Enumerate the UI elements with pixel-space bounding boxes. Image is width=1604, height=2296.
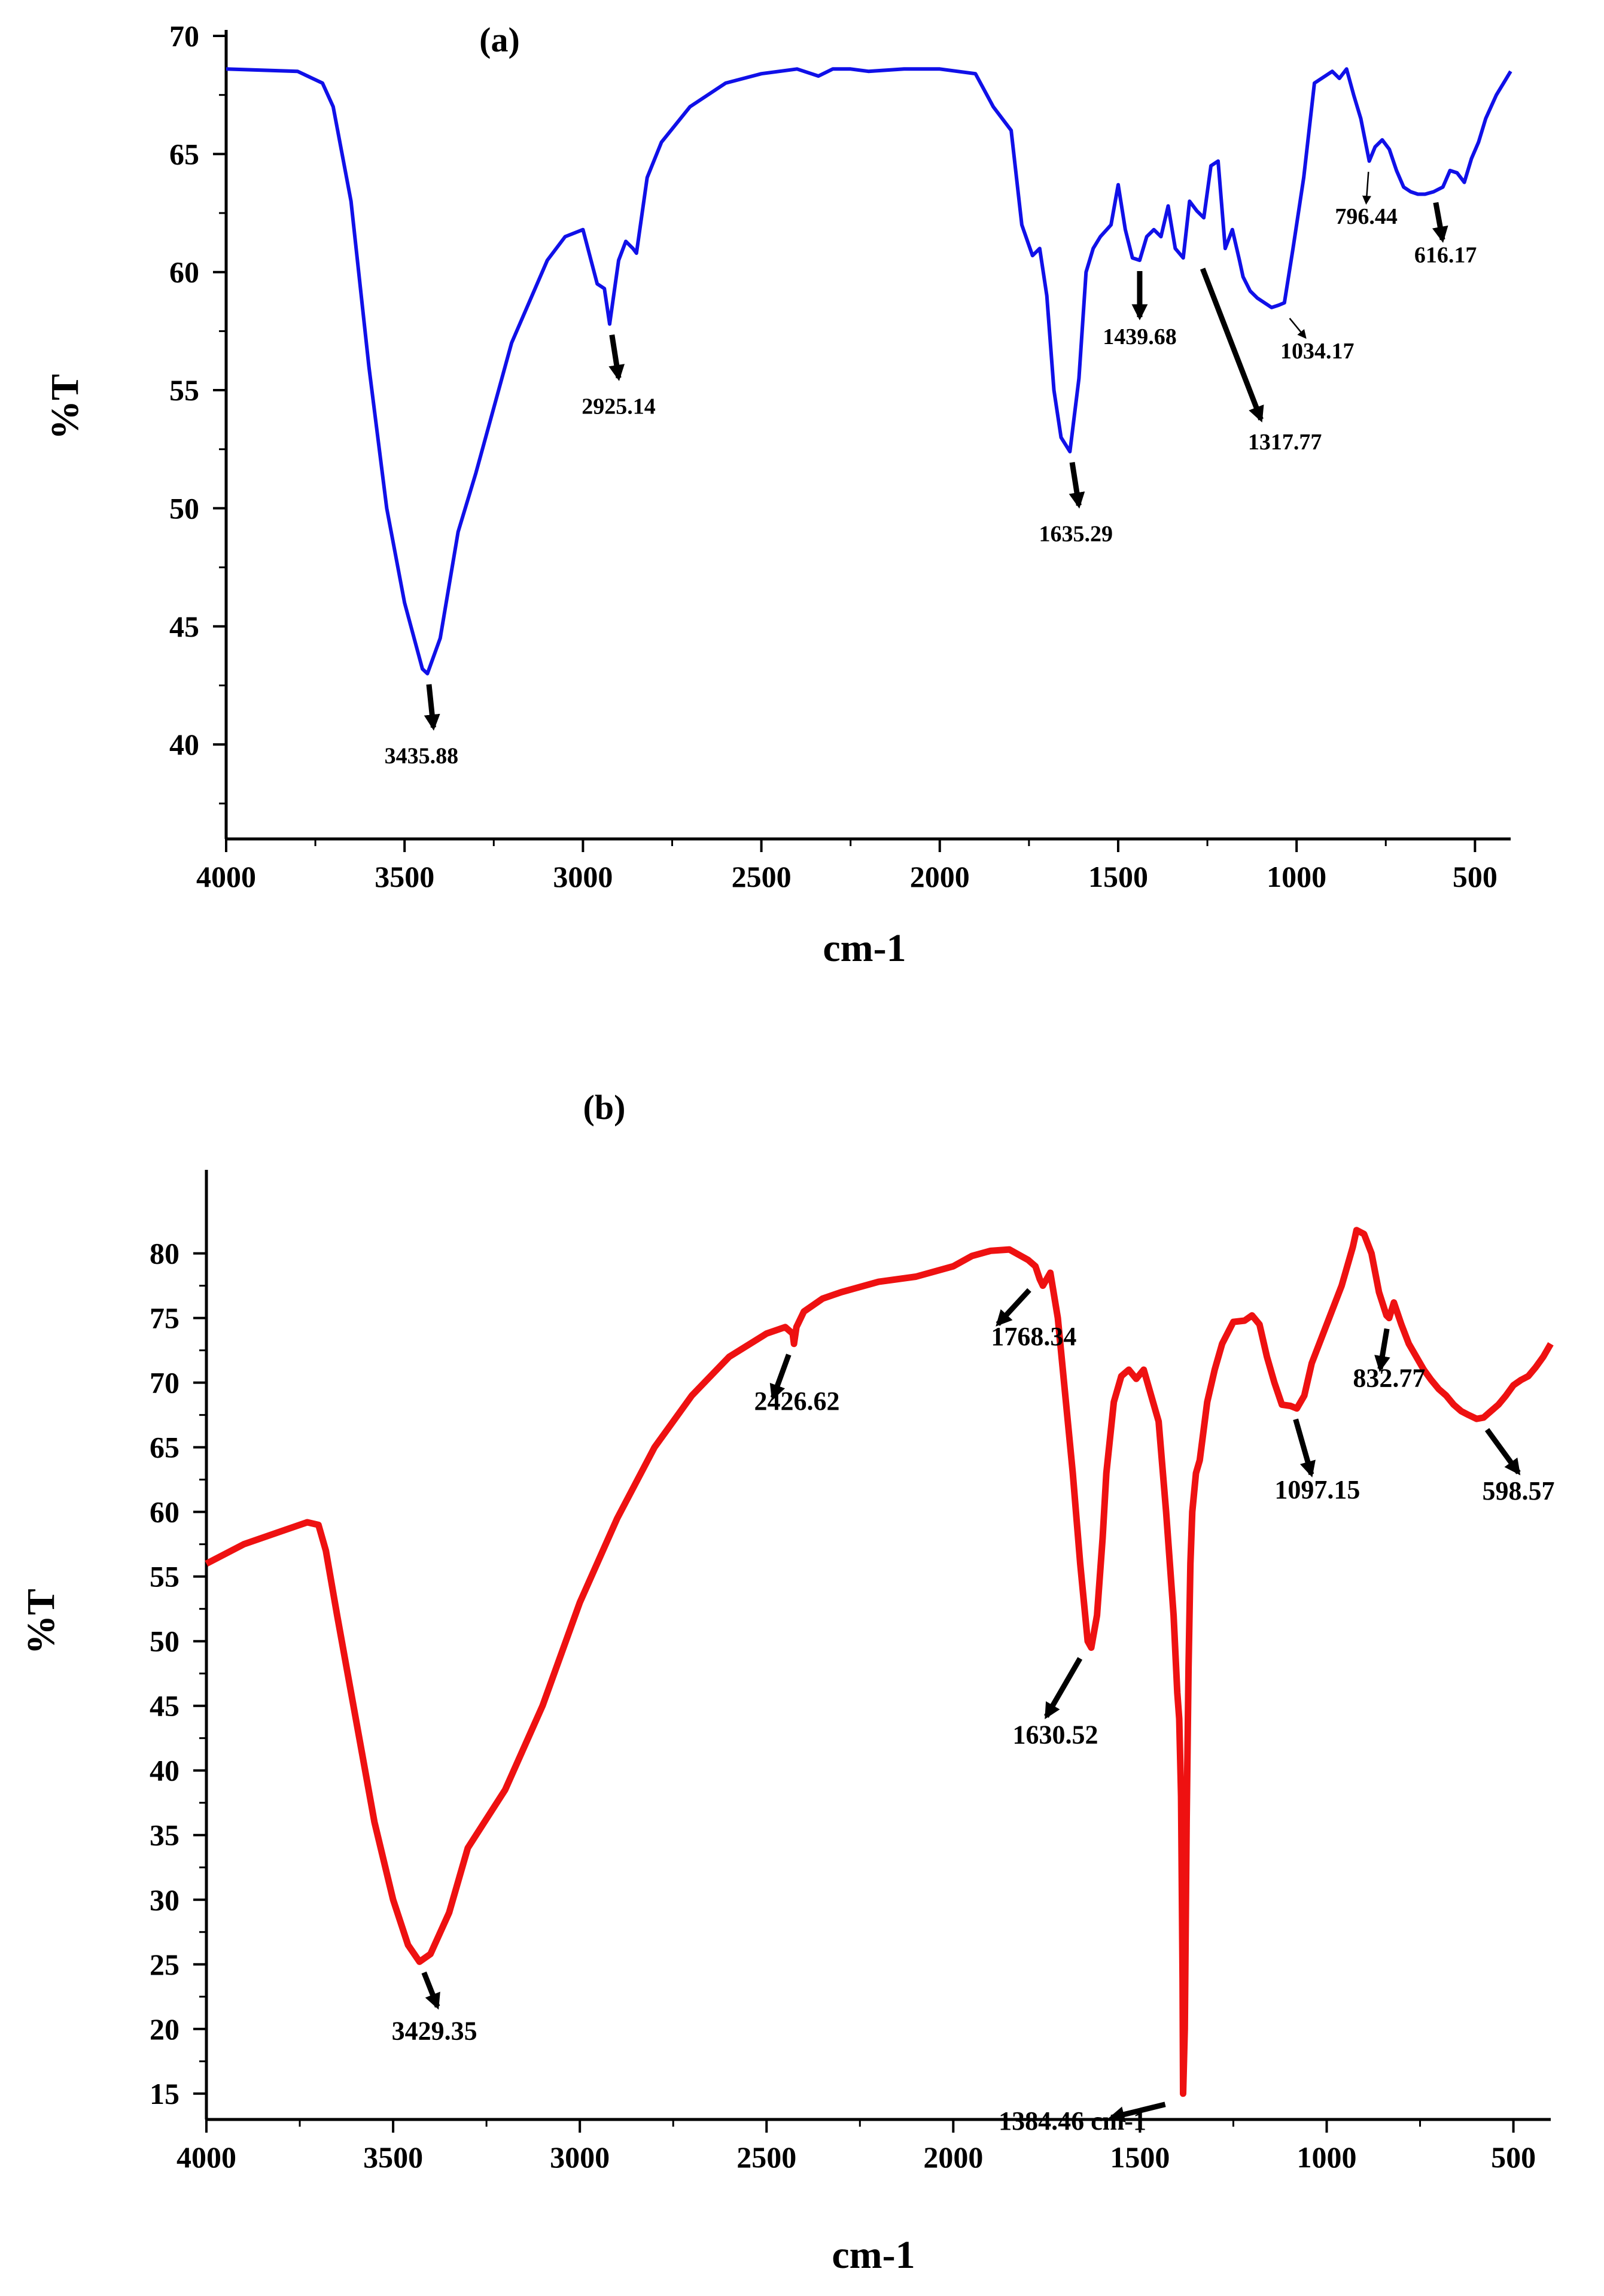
peak-arrow — [1374, 1328, 1390, 1372]
peak-label: 1034.17 — [1280, 339, 1355, 364]
y-tick-label: 35 — [150, 1818, 179, 1852]
peak-arrow — [421, 1971, 440, 2010]
y-tick-label: 20 — [150, 2012, 179, 2046]
peak-arrow — [1289, 318, 1307, 339]
y-tick-label: 65 — [150, 1431, 179, 1464]
x-tick-label: 1500 — [1088, 860, 1148, 893]
y-tick-label: 50 — [169, 491, 199, 525]
peak-label: 1097.15 — [1274, 1475, 1360, 1504]
peak-arrow — [1432, 202, 1448, 243]
y-tick-label: 25 — [150, 1948, 179, 1981]
peak-label: 1439.68 — [1103, 324, 1177, 349]
y-tick-label: 45 — [150, 1689, 179, 1723]
x-tick-label: 3000 — [553, 860, 613, 893]
panel-a-xlabel: cm-1 — [823, 926, 906, 970]
chart-panel-b: (b) %T cm-1 4000 3500 3000 2500 2000 1500 1000… — [19, 1088, 1555, 2277]
x-tick-label: 500 — [1491, 2140, 1536, 2174]
peak-arrow — [424, 684, 440, 731]
y-tick-label: 65 — [169, 137, 199, 171]
y-tick-label: 55 — [169, 373, 199, 407]
panel-a-annotations: 3435.88 2925.14 1635.29 1439.68 1317.77 1034.… — [385, 172, 1477, 769]
panel-a-ticks: 4000 3500 3000 2500 2000 1500 1000 500 40 45 50 55 6… — [169, 19, 1498, 893]
panel-b-xlabel: cm-1 — [832, 2233, 915, 2277]
peak-label: 796.44 — [1335, 204, 1398, 229]
y-tick-label: 15 — [150, 2077, 179, 2111]
x-tick-label: 2500 — [736, 2140, 796, 2174]
panel-b-ticks: 4000 3500 3000 2500 2000 1500 1000 500 15 20 25 30 3… — [150, 1237, 1536, 2174]
peak-label: 1384.46 cm-1 — [999, 2106, 1146, 2136]
x-tick-label: 2000 — [923, 2140, 983, 2174]
x-tick-label: 1000 — [1267, 860, 1326, 893]
x-tick-label: 3500 — [375, 860, 434, 893]
peak-label: 1635.29 — [1039, 522, 1113, 547]
y-tick-label: 75 — [150, 1301, 179, 1335]
x-tick-label: 4000 — [196, 860, 256, 893]
peak-label: 1317.77 — [1248, 430, 1322, 455]
chart-panel-a: (a) %T cm-1 4000 3500 3000 2500 2000 1500 1000… — [43, 19, 1512, 970]
panel-b-spectrum-line — [205, 1227, 1554, 2097]
peak-arrow — [1200, 267, 1264, 423]
x-tick-label: 2000 — [910, 860, 970, 893]
y-tick-label: 50 — [150, 1625, 179, 1658]
peak-arrow — [996, 1288, 1031, 1327]
y-tick-label: 30 — [150, 1883, 179, 1917]
peak-arrow — [1362, 172, 1371, 205]
peak-arrow — [1044, 1657, 1083, 1720]
panel-b-ylabel: %T — [19, 1589, 63, 1655]
peak-label: 3435.88 — [385, 744, 459, 769]
peak-label: 616.17 — [1414, 243, 1477, 268]
x-tick-label: 500 — [1453, 860, 1498, 893]
panel-b-axes — [205, 1170, 1551, 2121]
peak-label: 2925.14 — [582, 394, 656, 419]
y-tick-label: 45 — [169, 610, 199, 643]
panel-b-annotations: 3429.35 2426.62 1768.34 1630.52 1384.46 cm-1… — [392, 1288, 1555, 2136]
y-tick-label: 60 — [169, 256, 199, 289]
panel-a-ylabel: %T — [43, 374, 87, 440]
peak-label: 832.77 — [1353, 1364, 1425, 1393]
peak-arrow — [1069, 461, 1085, 509]
panel-a-title: (a) — [479, 20, 520, 59]
x-tick-label: 4000 — [176, 2140, 236, 2174]
y-tick-label: 80 — [150, 1237, 179, 1270]
y-tick-label: 70 — [169, 19, 199, 53]
peak-label: 3429.35 — [392, 2016, 477, 2045]
x-tick-label: 1000 — [1297, 2140, 1357, 2174]
y-tick-label: 55 — [150, 1560, 179, 1593]
peak-label: 1768.34 — [991, 1322, 1076, 1351]
peak-arrow — [1108, 2102, 1166, 2122]
peak-arrow — [1293, 1418, 1316, 1478]
x-tick-label: 1500 — [1110, 2140, 1170, 2174]
peak-label: 1630.52 — [1012, 1720, 1098, 1750]
panel-a-spectrum-line — [226, 67, 1512, 676]
peak-label: 598.57 — [1483, 1476, 1555, 1506]
y-tick-label: 40 — [150, 1754, 179, 1787]
peak-label: 2426.62 — [754, 1386, 840, 1416]
peak-arrow — [769, 1354, 792, 1401]
x-tick-label: 2500 — [732, 860, 792, 893]
peak-arrow — [1484, 1428, 1521, 1476]
y-tick-label: 40 — [169, 728, 199, 761]
x-tick-label: 3000 — [550, 2140, 610, 2174]
y-tick-label: 70 — [150, 1366, 179, 1400]
x-tick-label: 3500 — [363, 2140, 423, 2174]
peak-arrow — [608, 334, 625, 381]
y-tick-label: 60 — [150, 1495, 179, 1529]
panel-b-title: (b) — [583, 1088, 626, 1127]
